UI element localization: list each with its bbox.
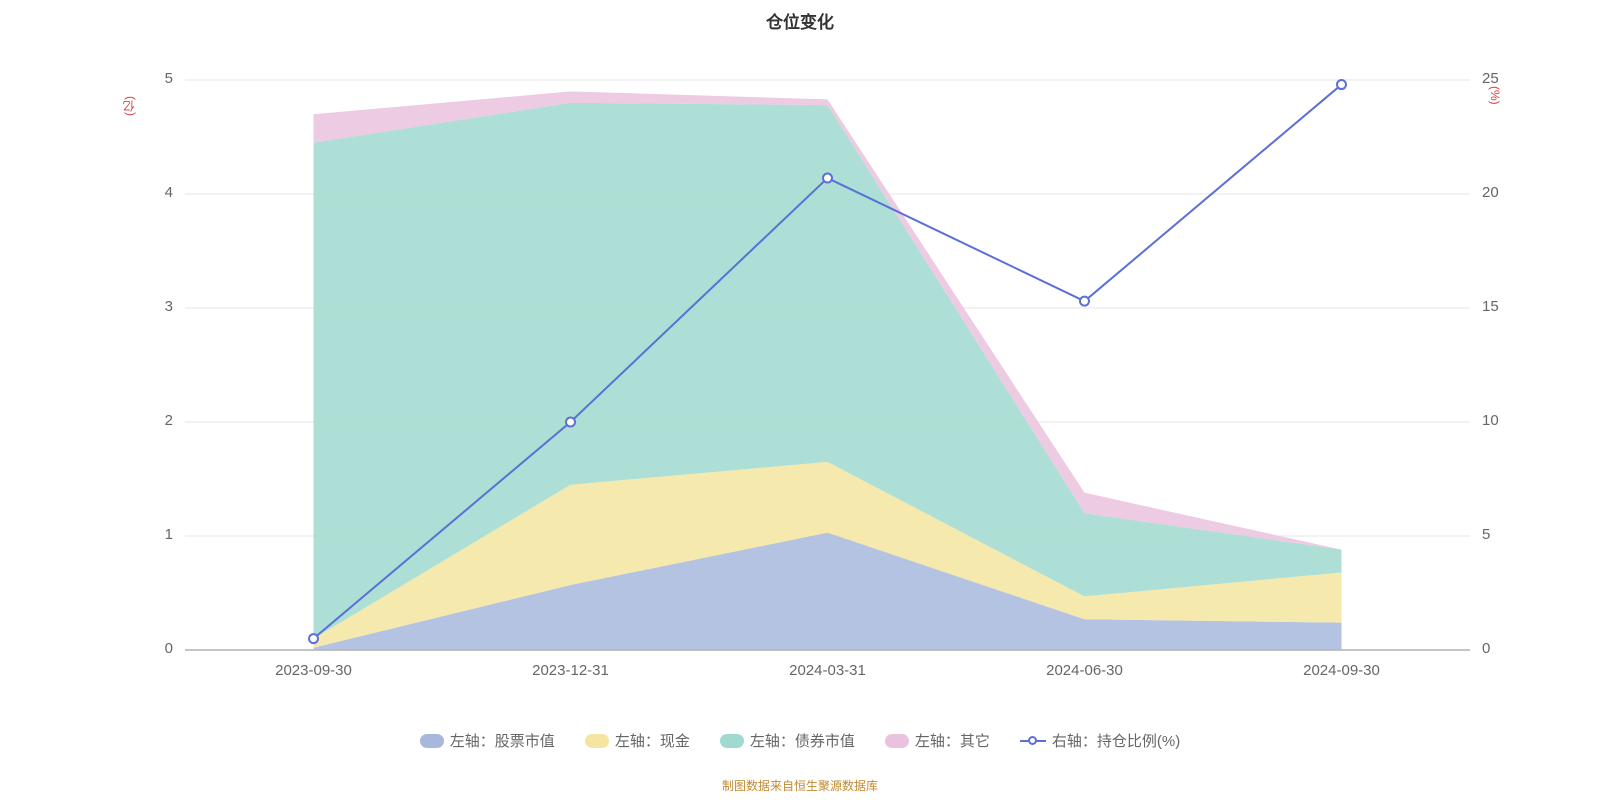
legend-label: 右轴：持仓比例(%): [1052, 730, 1180, 751]
legend-swatch-icon: [420, 734, 444, 748]
chart-container: { "chart": { "type": "stacked-area-with-…: [0, 0, 1600, 800]
chart-svg: [0, 0, 1600, 800]
chart-footer: 制图数据来自恒生聚源数据库: [0, 777, 1600, 794]
category-label: 2023-09-30: [264, 662, 364, 679]
legend-label: 左轴：股票市值: [450, 730, 555, 751]
marker-ratio: [1337, 80, 1346, 89]
right-tick-label: 10: [1482, 412, 1499, 429]
right-tick-label: 5: [1482, 526, 1490, 543]
legend-swatch-icon: [885, 734, 909, 748]
legend-item-cash[interactable]: 左轴：现金: [585, 730, 690, 751]
legend-item-other[interactable]: 左轴：其它: [885, 730, 990, 751]
left-tick-label: 0: [165, 640, 173, 657]
right-tick-label: 25: [1482, 70, 1499, 87]
marker-ratio: [309, 634, 318, 643]
right-tick-label: 20: [1482, 184, 1499, 201]
legend-label: 左轴：其它: [915, 730, 990, 751]
right-tick-label: 0: [1482, 640, 1490, 657]
left-tick-label: 2: [165, 412, 173, 429]
left-tick-label: 1: [165, 526, 173, 543]
right-tick-label: 15: [1482, 298, 1499, 315]
chart-legend: 左轴：股票市值 左轴：现金 左轴：债券市值 左轴：其它 右轴：持仓比例(%): [0, 730, 1600, 751]
marker-ratio: [566, 418, 575, 427]
legend-label: 左轴：现金: [615, 730, 690, 751]
left-tick-label: 3: [165, 298, 173, 315]
left-tick-label: 5: [165, 70, 173, 87]
legend-item-ratio[interactable]: 右轴：持仓比例(%): [1020, 730, 1180, 751]
marker-ratio: [823, 174, 832, 183]
category-label: 2023-12-31: [521, 662, 621, 679]
category-label: 2024-03-31: [778, 662, 878, 679]
legend-swatch-icon: [1020, 740, 1046, 742]
legend-swatch-icon: [585, 734, 609, 748]
legend-item-bond[interactable]: 左轴：债券市值: [720, 730, 855, 751]
category-label: 2024-09-30: [1292, 662, 1392, 679]
marker-ratio: [1080, 297, 1089, 306]
legend-label: 左轴：债券市值: [750, 730, 855, 751]
left-tick-label: 4: [165, 184, 173, 201]
legend-swatch-icon: [720, 734, 744, 748]
legend-item-stock[interactable]: 左轴：股票市值: [420, 730, 555, 751]
category-label: 2024-06-30: [1035, 662, 1135, 679]
